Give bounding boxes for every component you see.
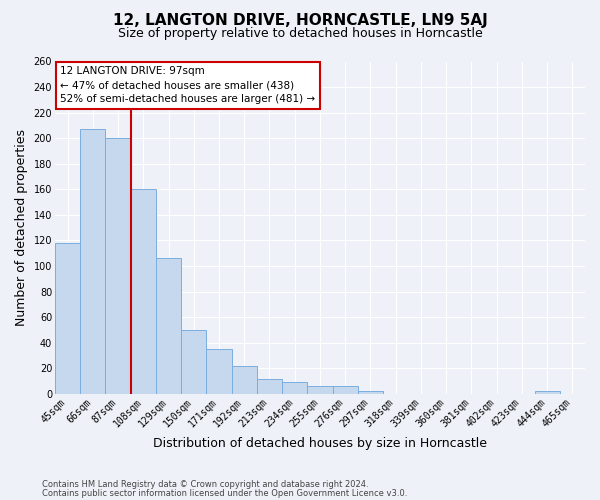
Bar <box>156 258 181 394</box>
Bar <box>307 386 332 394</box>
Bar <box>206 349 232 394</box>
Bar <box>282 382 307 394</box>
X-axis label: Distribution of detached houses by size in Horncastle: Distribution of detached houses by size … <box>153 437 487 450</box>
Y-axis label: Number of detached properties: Number of detached properties <box>15 129 28 326</box>
Bar <box>131 190 156 394</box>
Bar <box>80 130 106 394</box>
Text: Contains HM Land Registry data © Crown copyright and database right 2024.: Contains HM Land Registry data © Crown c… <box>42 480 368 489</box>
Bar <box>257 378 282 394</box>
Bar <box>232 366 257 394</box>
Bar <box>181 330 206 394</box>
Text: 12, LANGTON DRIVE, HORNCASTLE, LN9 5AJ: 12, LANGTON DRIVE, HORNCASTLE, LN9 5AJ <box>113 12 487 28</box>
Bar <box>535 392 560 394</box>
Bar <box>106 138 131 394</box>
Bar <box>332 386 358 394</box>
Bar <box>358 392 383 394</box>
Text: Contains public sector information licensed under the Open Government Licence v3: Contains public sector information licen… <box>42 488 407 498</box>
Text: Size of property relative to detached houses in Horncastle: Size of property relative to detached ho… <box>118 28 482 40</box>
Text: 12 LANGTON DRIVE: 97sqm
← 47% of detached houses are smaller (438)
52% of semi-d: 12 LANGTON DRIVE: 97sqm ← 47% of detache… <box>60 66 316 104</box>
Bar <box>55 243 80 394</box>
